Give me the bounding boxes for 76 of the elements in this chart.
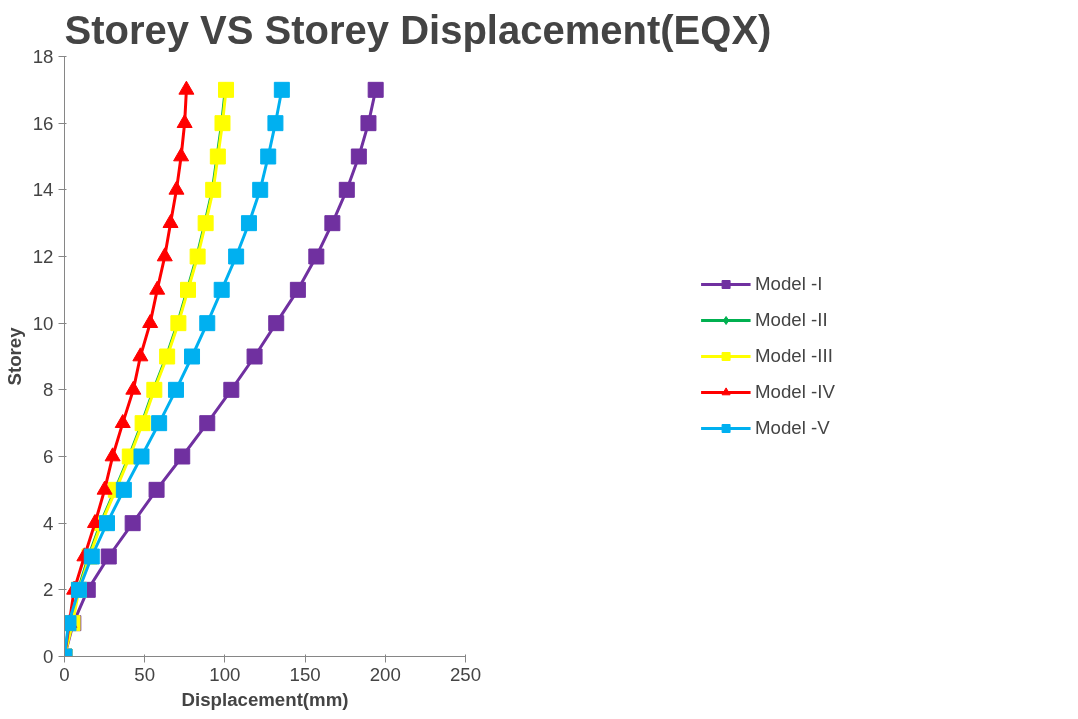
x-tick-label: 150 <box>289 663 321 685</box>
point <box>170 315 187 332</box>
legend-label: Model -II <box>755 309 828 331</box>
x-tick-label: 0 <box>59 663 70 685</box>
point <box>218 81 235 98</box>
point <box>268 315 285 332</box>
y-tick-label: 10 <box>32 312 54 334</box>
chart-title: Storey VS Storey Displacement(EQX) <box>64 7 772 52</box>
point <box>151 415 168 432</box>
point <box>260 148 277 165</box>
point <box>213 281 230 298</box>
point <box>162 214 179 228</box>
point <box>125 380 142 395</box>
point <box>132 347 149 362</box>
point <box>246 348 263 365</box>
legend-label: Model -I <box>755 273 823 295</box>
point <box>114 414 131 428</box>
y-tick-label: 6 <box>43 446 54 467</box>
point <box>252 181 269 198</box>
point <box>228 248 245 265</box>
point <box>367 81 384 98</box>
point <box>99 515 116 532</box>
x-tick-label: 100 <box>209 663 241 685</box>
point <box>176 114 193 128</box>
point <box>156 247 173 262</box>
point <box>205 181 222 198</box>
x-tick-label: 200 <box>369 663 401 685</box>
y-tick-label: 18 <box>32 46 54 67</box>
y-tick-label: 2 <box>43 579 54 601</box>
point <box>100 548 117 565</box>
point <box>133 448 150 465</box>
point <box>214 115 231 132</box>
point <box>149 280 166 295</box>
point <box>199 415 216 432</box>
y-tick-label: 0 <box>43 646 54 667</box>
point <box>308 248 325 265</box>
point <box>167 381 184 398</box>
point <box>350 148 367 165</box>
legend-label: Model -IV <box>755 381 835 403</box>
point <box>199 315 216 332</box>
x-tick-label: 250 <box>449 663 482 685</box>
y-tick-label: 16 <box>32 112 54 134</box>
point <box>148 481 165 498</box>
x-tick-label: 50 <box>134 663 156 685</box>
point <box>324 215 341 232</box>
point <box>115 481 132 498</box>
point <box>178 80 195 95</box>
point <box>273 81 290 98</box>
point <box>338 181 355 198</box>
point <box>146 381 163 398</box>
x-axis-title: Displacement(mm) <box>181 688 349 710</box>
point <box>159 348 176 365</box>
point <box>174 448 191 465</box>
point <box>223 381 240 398</box>
point <box>173 147 190 162</box>
point <box>267 115 284 132</box>
y-tick-label: 8 <box>43 379 54 401</box>
point <box>142 314 159 328</box>
point <box>104 447 121 462</box>
point <box>289 281 306 298</box>
point <box>124 515 141 532</box>
point <box>96 480 113 495</box>
point <box>168 180 185 195</box>
point <box>180 281 197 298</box>
legend-label: Model -V <box>755 417 830 439</box>
point <box>360 115 377 132</box>
y-tick-label: 12 <box>32 246 54 267</box>
y-axis-title: Storey <box>3 326 25 386</box>
y-tick-label: 4 <box>43 512 54 534</box>
point <box>184 348 201 365</box>
point <box>134 415 151 432</box>
point <box>189 248 206 265</box>
legend-label: Model -III <box>755 345 833 367</box>
point <box>240 215 257 232</box>
y-tick-label: 14 <box>32 179 54 201</box>
point <box>197 215 214 232</box>
